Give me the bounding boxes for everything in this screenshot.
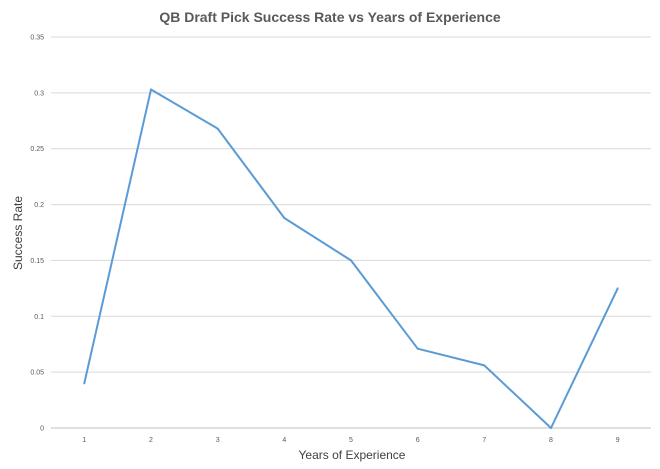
x-tick-label: 2 <box>149 437 153 444</box>
x-tick-label: 9 <box>616 437 620 444</box>
series-layer <box>83 88 619 429</box>
data-point <box>150 88 152 91</box>
x-tick-label: 8 <box>549 437 553 444</box>
y-tick-label: 0 <box>40 426 44 433</box>
data-point <box>83 382 86 385</box>
y-tick-label: 0.35 <box>30 35 44 42</box>
chart-title: QB Draft Pick Success Rate vs Years of E… <box>159 9 501 25</box>
data-point <box>483 364 486 367</box>
x-tick-label: 1 <box>82 437 86 444</box>
x-tick-label: 5 <box>349 437 353 444</box>
y-tick-label: 0.1 <box>34 314 44 321</box>
gridlines <box>51 36 651 429</box>
y-axis-ticks: 0 0.05 0.1 0.15 0.2 0.25 0.3 0.35 <box>30 35 44 433</box>
x-axis-title: Years of Experience <box>299 448 406 462</box>
y-tick-label: 0.3 <box>34 90 44 97</box>
y-tick-label: 0.15 <box>30 258 44 265</box>
data-point <box>616 287 619 290</box>
data-point <box>416 347 419 350</box>
series-line <box>83 88 619 429</box>
y-axis-title: Success Rate <box>11 196 25 270</box>
data-point <box>550 427 552 429</box>
x-tick-label: 6 <box>416 437 420 444</box>
x-tick-label: 3 <box>216 437 220 444</box>
y-tick-label: 0.2 <box>34 202 44 209</box>
y-tick-label: 0.05 <box>30 370 44 377</box>
x-tick-label: 4 <box>282 437 286 444</box>
data-point <box>283 216 286 219</box>
y-tick-label: 0.25 <box>30 146 44 153</box>
data-point <box>216 127 219 130</box>
x-tick-label: 7 <box>482 437 486 444</box>
x-axis-ticks: 1 2 3 4 5 6 7 8 9 <box>82 437 619 444</box>
data-point <box>350 259 352 262</box>
